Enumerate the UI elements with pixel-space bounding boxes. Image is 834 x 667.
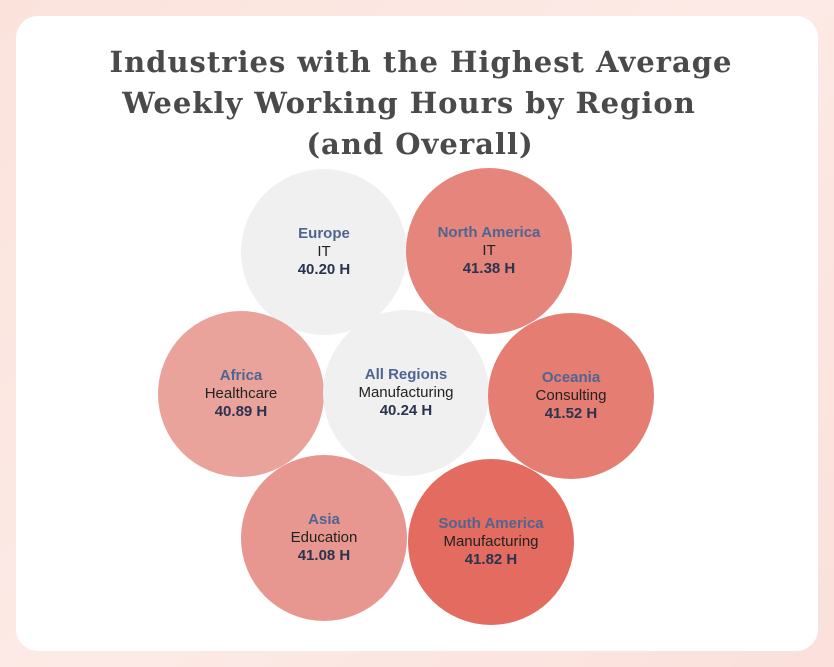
bubble-south-america: South America Manufacturing 41.82 H xyxy=(408,459,574,625)
bubble-region-label: Asia xyxy=(308,511,340,528)
bubble-hours-label: 40.24 H xyxy=(379,402,433,419)
bubble-industry-label: Manufacturing xyxy=(443,533,539,550)
bubble-hours-label: 41.38 H xyxy=(462,260,516,277)
bubble-industry-label: Education xyxy=(290,529,358,546)
bubble-region-label: Africa xyxy=(219,367,263,384)
bubble-europe: Europe IT 40.20 H xyxy=(241,169,407,335)
chart-title-line-2: Weekly Working Hours by Region xyxy=(122,86,696,120)
bubble-region-label: South America xyxy=(438,515,544,532)
bubble-asia: Asia Education 41.08 H xyxy=(241,455,407,621)
bubble-industry-label: IT xyxy=(317,243,331,260)
bubble-industry-label: Consulting xyxy=(535,387,607,404)
bubble-hours-label: 40.20 H xyxy=(297,261,351,278)
bubble-hours-label: 41.82 H xyxy=(464,551,518,568)
chart-title-line-1: Industries with the Highest Average xyxy=(109,45,733,79)
bubble-hours-label: 41.52 H xyxy=(544,405,598,422)
bubble-hours-label: 41.08 H xyxy=(297,547,351,564)
bubble-oceania: Oceania Consulting 41.52 H xyxy=(488,313,654,479)
bubble-hours-label: 40.89 H xyxy=(214,403,268,420)
chart-title: Industries with the Highest Average Week… xyxy=(0,42,834,165)
bubble-region-label: All Regions xyxy=(364,366,448,383)
bubble-north-america: North America IT 41.38 H xyxy=(406,168,572,334)
chart-title-line-3: (and Overall) xyxy=(306,127,534,161)
bubble-industry-label: IT xyxy=(482,242,496,259)
bubble-africa: Africa Healthcare 40.89 H xyxy=(158,311,324,477)
bubble-industry-label: Healthcare xyxy=(204,385,278,402)
bubble-region-label: Oceania xyxy=(541,369,601,386)
bubble-region-label: North America xyxy=(437,224,541,241)
bubble-all-regions: All Regions Manufacturing 40.24 H xyxy=(323,310,489,476)
bubble-industry-label: Manufacturing xyxy=(358,384,454,401)
bubble-region-label: Europe xyxy=(298,225,350,242)
